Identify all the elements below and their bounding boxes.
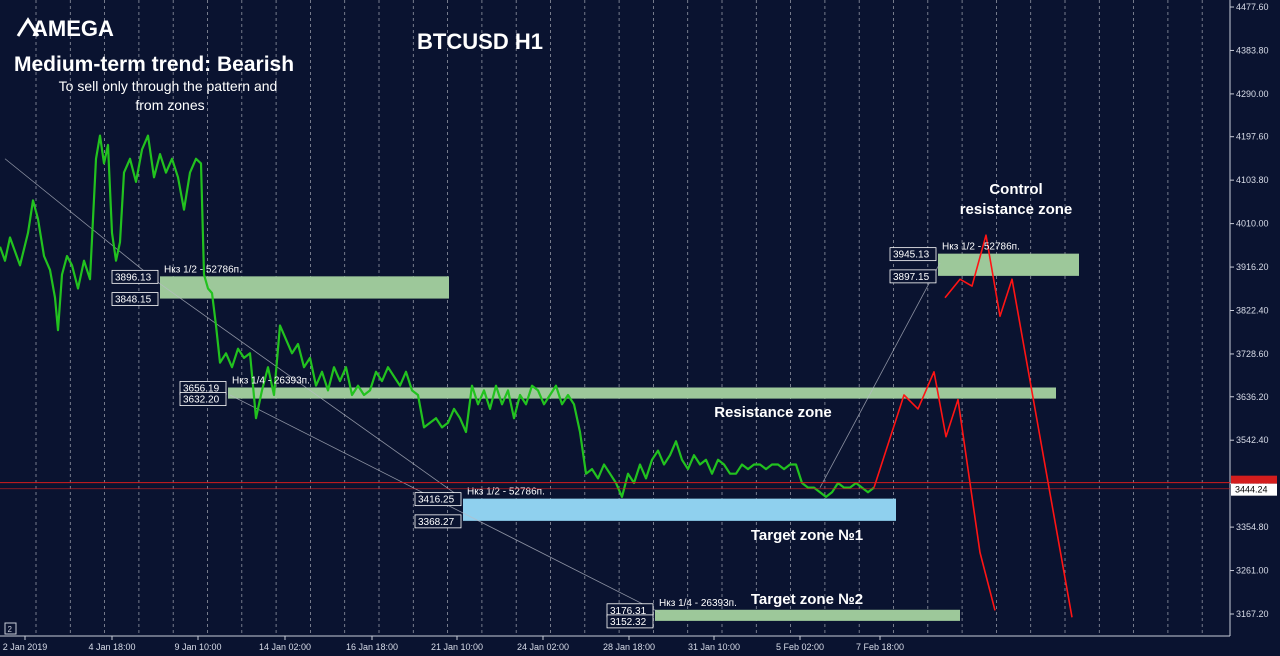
control-zone-label-line1: Control [989,181,1042,198]
zone-upper-price: 3416.25 [414,492,462,507]
y-tick-label: 4010.00 [1236,219,1269,229]
x-tick-label: 31 Jan 10:00 [688,642,740,652]
grid-lines [35,0,1203,636]
zone-label: Нкз 1/2 - 52786п. [467,487,545,498]
zone-lower-price-text: 3897.15 [893,272,930,283]
zone-rect [655,609,960,621]
current-price-marker: 3444.24 [0,475,1277,496]
zone-lower-price: 3632.20 [179,392,227,407]
zone-lower-price-box [889,269,937,284]
trend-line [4,158,161,285]
x-tick-label: 21 Jan 10:00 [431,642,483,652]
x-axis-ticks: 2 Jan 2019 4 Jan 18:00 9 Jan 10:00 14 Jan 0… [3,636,904,652]
price-series-line [0,134,875,498]
trend-note-line1: To sell only through the pattern and [59,78,278,94]
y-tick-label: 4103.80 [1236,175,1269,185]
y-tick-label: 3916.20 [1236,262,1269,272]
zone-lower-price: 3152.32 [606,614,654,629]
y-tick-label: 4477.60 [1236,2,1269,12]
x-tick-label: 5 Feb 02:00 [776,642,824,652]
x-tick-label: 2 Jan 2019 [3,642,48,652]
x-tick-label: 7 Feb 18:00 [856,642,904,652]
target-zone-2-label: Target zone №2 [751,591,863,608]
zone-upper-price-box [111,269,159,284]
y-axis-ticks: 4477.60 4383.80 4290.00 4197.60 4103.80 4010.… [1230,2,1269,619]
zone-upper-price-text: 3176.31 [610,606,647,617]
zone-lower-price-text: 3368.27 [418,517,455,528]
zone-upper-price-box [414,492,462,507]
x-tick-label: 24 Jan 02:00 [517,642,569,652]
x-tick-label: 16 Jan 18:00 [346,642,398,652]
zone-upper-price-text: 3656.19 [183,383,220,394]
zone-upper-price: 3945.13 [889,247,937,262]
trend-title: Medium-term trend: Bearish [14,53,294,76]
y-tick-label: 3354.80 [1236,522,1269,532]
x-tick-label: 4 Jan 18:00 [88,642,135,652]
zone-rect [938,253,1079,276]
zone-label: Нкз 1/4 - 26393п. [232,375,310,386]
y-tick-label: 3728.60 [1236,349,1269,359]
zone-lower-price-box [414,514,462,529]
symbol-title: BTCUSD H1 [417,29,543,54]
zone-labels: 3896.13 3848.15 Нкз 1/2 - 52786п. 3656.1936… [111,242,1020,629]
forecast-series-line [873,371,996,611]
resistance-zone-label: Resistance zone [714,404,832,421]
zone-upper-price: 3896.13 [111,269,159,284]
x-tick-label: 9 Jan 10:00 [174,642,221,652]
logo-mark-icon [16,17,40,37]
zone-upper-price: 3656.19 [179,381,227,395]
zone-rect [463,498,896,521]
y-tick-label: 3261.00 [1236,566,1269,576]
zone-label: Нкз 1/4 - 26393п. [659,598,737,609]
target-zone-1-label: Target zone №1 [751,527,863,544]
trend-line [819,262,941,488]
zone-lower-price-box [179,392,227,407]
zone-upper-price-box [889,247,937,262]
zone-lower-price-text: 3848.15 [115,295,152,306]
zone-label: Нкз 1/2 - 52786п. [942,242,1020,253]
zone-label: Нкз 1/2 - 52786п. [164,264,242,275]
current-price-text: 3444.24 [1235,485,1268,495]
current-price-tag [1231,483,1277,496]
zone-lower-price-box [111,292,159,306]
forecast-series-line [944,234,1073,618]
x-tick-label: 14 Jan 02:00 [259,642,311,652]
y-tick-label: 3636.20 [1236,392,1269,402]
trend-note-line2: from zones [135,97,204,113]
zone-upper-price-text: 3896.13 [115,272,152,283]
y-tick-label: 4290.00 [1236,89,1269,99]
zones [160,253,1079,621]
y-tick-label: 3167.20 [1236,609,1269,619]
zone-upper-price-text: 3416.25 [418,495,455,506]
zone-upper-price-text: 3945.13 [893,250,930,261]
trend-line [159,283,461,498]
y-tick-label: 3542.40 [1236,435,1269,445]
y-tick-label: 4197.60 [1236,132,1269,142]
series [0,134,1073,618]
amega-logo: AMEGA [16,16,114,41]
control-zone-label-line2: resistance zone [960,201,1073,218]
zone-lower-price: 3848.15 [111,292,159,306]
chart-corner-box-glyph: 2 [8,625,13,634]
zone-lower-price-text: 3632.20 [183,395,220,406]
zone-lower-price: 3897.15 [889,269,937,284]
logo-text: AMEGA [32,16,114,41]
y-tick-label: 4383.80 [1236,45,1269,55]
zone-lower-price-box [606,614,654,629]
zone-lower-price: 3368.27 [414,514,462,529]
current-price-red-tag [1231,475,1277,484]
y-tick-label: 3822.40 [1236,306,1269,316]
zone-rect [228,387,1056,399]
chart-corner-box[interactable] [4,622,17,635]
x-tick-label: 28 Jan 18:00 [603,642,655,652]
zone-rect [160,276,449,299]
zone-lower-price-text: 3152.32 [610,617,647,628]
